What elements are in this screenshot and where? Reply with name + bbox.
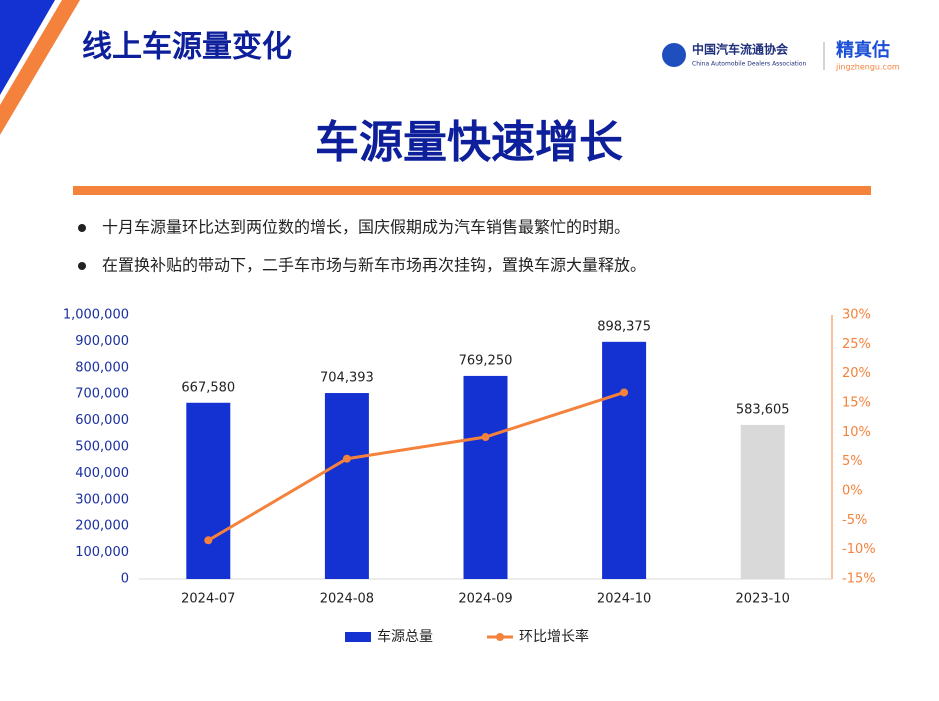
headline: 车源量快速增长 <box>315 117 623 168</box>
value-label: 667,580 <box>181 380 235 395</box>
legend-swatch <box>496 633 504 641</box>
value-label: 769,250 <box>459 353 513 368</box>
yticks-label: 0 <box>121 572 129 587</box>
yticks-label: 200,000 <box>75 519 129 534</box>
x-tick-label: 2024-10 <box>597 592 651 607</box>
brand-name: 精真估 <box>836 39 890 61</box>
value-label: 704,393 <box>320 371 374 386</box>
x-tick-label: 2024-07 <box>181 592 235 607</box>
x-tick-label: 2024-08 <box>320 592 374 607</box>
legend-label: 车源总量 <box>377 628 433 645</box>
bullet-dot <box>78 262 86 270</box>
line <box>207 391 625 542</box>
yticks-label: 100,000 <box>75 545 129 560</box>
value-label: 898,375 <box>597 319 651 334</box>
logo-text: China Automobile Dealers Association <box>692 61 806 68</box>
line-point <box>204 536 213 545</box>
bullet-text: 十月车源量环比达到两位数的增长，国庆假期成为汽车销售最繁忙的时期。 <box>102 218 630 237</box>
slide-title: 线上车源量变化 <box>82 30 292 65</box>
y2ticks-label: -15% <box>842 572 876 587</box>
logo-icon <box>662 43 686 67</box>
bar <box>463 375 508 579</box>
brand-url: jingzhengu.com <box>835 63 900 72</box>
y2ticks-label: -10% <box>842 542 876 557</box>
legend-label: 环比增长率 <box>519 628 589 645</box>
divider <box>73 186 871 195</box>
yticks-label: 900,000 <box>75 334 129 349</box>
yticks-label: 1,000,000 <box>63 308 129 323</box>
bar <box>186 402 231 579</box>
y2ticks-label: 5% <box>842 454 863 469</box>
y2ticks-label: 10% <box>842 425 871 440</box>
legend-swatch <box>345 632 371 642</box>
y2ticks-label: 25% <box>842 337 871 352</box>
x-tick-label: 2023-10 <box>736 592 790 607</box>
line-point <box>342 454 351 463</box>
y2ticks-label: 0% <box>842 484 863 499</box>
bar <box>740 424 785 579</box>
line-point <box>620 388 629 397</box>
y2ticks-label: 20% <box>842 366 871 381</box>
bullet-dot <box>78 224 86 232</box>
value-label: 583,605 <box>736 402 790 417</box>
yticks-label: 500,000 <box>75 440 129 455</box>
y2ticks-label: 30% <box>842 308 871 323</box>
yticks-label: 400,000 <box>75 466 129 481</box>
x-tick-label: 2024-09 <box>458 592 512 607</box>
bar <box>602 341 647 579</box>
logo-text: 中国汽车流通协会 <box>692 42 789 57</box>
bullet-text: 在置换补贴的带动下，二手车市场与新车市场再次挂钩，置换车源大量释放。 <box>102 256 646 275</box>
line-point <box>481 433 490 442</box>
yticks-label: 300,000 <box>75 492 129 507</box>
corner-stripe <box>0 0 55 95</box>
bar <box>324 393 369 579</box>
corner-stripe <box>0 0 80 135</box>
y2ticks-label: 15% <box>842 396 871 411</box>
yticks-label: 700,000 <box>75 387 129 402</box>
yticks-label: 800,000 <box>75 360 129 375</box>
y2ticks-label: -5% <box>842 513 867 528</box>
yticks-label: 600,000 <box>75 413 129 428</box>
